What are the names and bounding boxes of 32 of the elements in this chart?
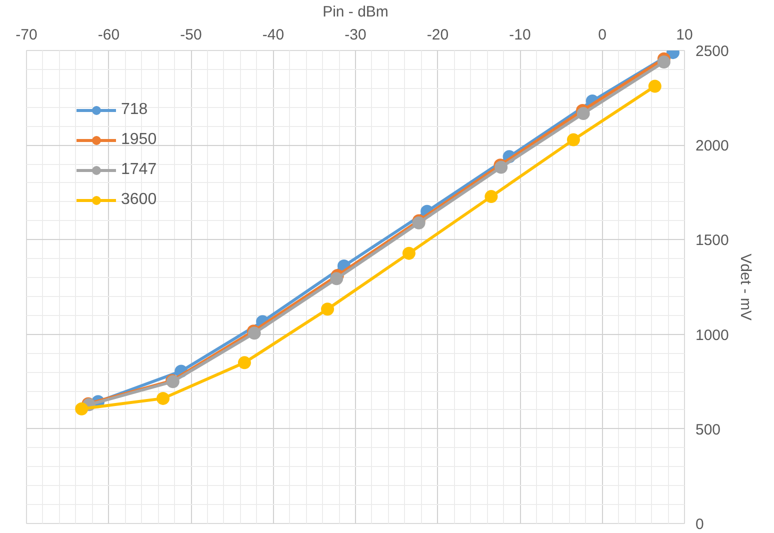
legend-label: 1747 xyxy=(121,161,157,179)
x-tick-label: -10 xyxy=(509,26,531,44)
point xyxy=(75,402,88,416)
point xyxy=(321,302,334,316)
point xyxy=(576,107,590,120)
point xyxy=(402,246,416,260)
y-tick-label: 1500 xyxy=(696,232,729,250)
x-tick-label: 0 xyxy=(598,26,606,44)
legend-label: 3600 xyxy=(121,191,157,209)
y-axis-title: Vdet - mV xyxy=(736,254,754,320)
point xyxy=(330,272,344,286)
x-axis-title: Pin - dBm xyxy=(322,4,388,20)
x-tick-label: -20 xyxy=(426,26,449,44)
x-tick-label: -30 xyxy=(344,26,366,44)
point xyxy=(566,133,580,146)
y-tick-label: 2500 xyxy=(696,43,729,60)
y-tick-label: 1000 xyxy=(696,326,729,344)
x-tick-label: -40 xyxy=(262,26,284,44)
y-tick-label: 2000 xyxy=(696,138,729,155)
y-tick-label: 500 xyxy=(696,421,721,438)
x-tick-label: -70 xyxy=(16,26,38,44)
y-tick-label: 0 xyxy=(696,516,704,533)
legend-label: 718 xyxy=(121,101,148,119)
legend-label: 1950 xyxy=(121,131,157,149)
point xyxy=(238,356,251,370)
point xyxy=(657,56,670,69)
point xyxy=(484,190,498,204)
x-tick-label: -60 xyxy=(98,26,120,44)
point xyxy=(156,392,170,405)
x-tick-label: 10 xyxy=(676,26,693,44)
point xyxy=(648,80,662,93)
x-tick-label: -50 xyxy=(180,26,202,44)
